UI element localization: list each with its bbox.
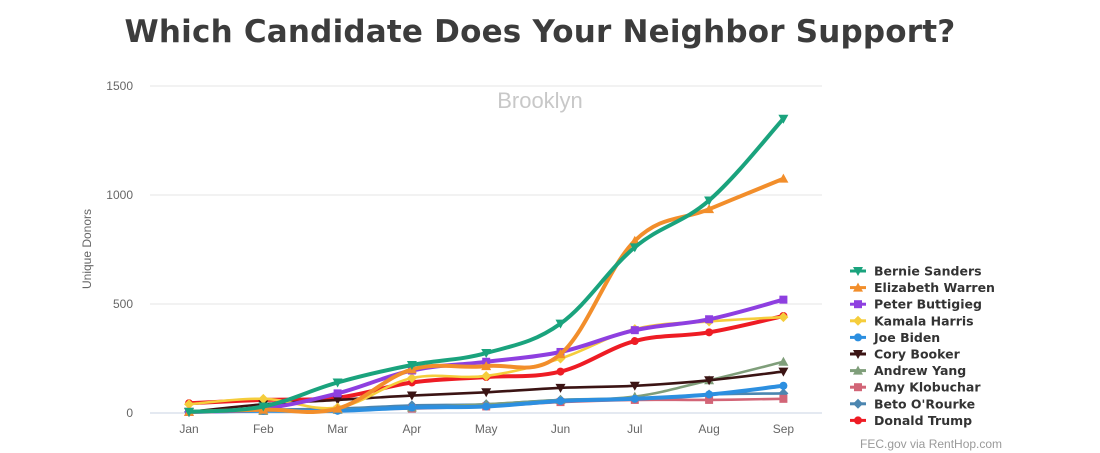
chart-title: Which Candidate Does Your Neighbor Suppo… <box>124 14 956 50</box>
legend-swatch-marker <box>853 267 863 276</box>
chart-subtitle: Brooklyn <box>497 88 583 113</box>
legend-label: Amy Klobuchar <box>874 380 981 395</box>
legend-label: Andrew Yang <box>874 363 966 378</box>
data-point <box>704 196 715 206</box>
series-bernie-sanders <box>184 114 789 417</box>
data-point <box>704 376 715 386</box>
data-point <box>705 390 714 399</box>
x-tick-label: Jan <box>179 422 198 436</box>
data-point <box>629 235 640 245</box>
legend-label: Kamala Harris <box>874 313 974 328</box>
x-tick-label: Apr <box>403 422 422 436</box>
data-point <box>481 388 492 398</box>
data-point <box>555 319 566 329</box>
data-point <box>705 315 714 324</box>
data-point <box>406 361 417 371</box>
data-point <box>779 295 788 304</box>
data-point <box>778 173 789 183</box>
legend-swatch-marker <box>854 333 862 342</box>
data-point <box>332 395 343 405</box>
data-point <box>630 337 639 346</box>
data-point <box>555 383 566 393</box>
legend-swatch-marker <box>853 315 863 326</box>
y-tick-label: 1500 <box>106 79 133 93</box>
y-tick-label: 0 <box>126 406 133 420</box>
data-point <box>258 402 269 412</box>
x-tick-label: Jun <box>551 422 570 436</box>
legend-swatch-marker <box>854 300 862 309</box>
y-tick-label: 1000 <box>106 188 133 202</box>
legend-swatch-marker <box>853 365 863 375</box>
data-point <box>556 367 565 376</box>
data-point <box>779 394 788 403</box>
data-point <box>778 114 789 124</box>
data-point <box>184 399 194 410</box>
data-point <box>629 381 640 391</box>
legend-item[interactable]: Kamala Harris <box>850 313 974 328</box>
legend-item[interactable]: Beto O'Rourke <box>850 396 975 411</box>
data-point <box>332 378 343 388</box>
source-note: FEC.gov via RentHop.com <box>860 437 1003 451</box>
legend-label: Bernie Sanders <box>874 264 982 279</box>
y-tick-label: 500 <box>113 297 133 311</box>
data-point <box>481 349 492 359</box>
data-point <box>184 407 194 417</box>
legend-label: Beto O'Rourke <box>874 396 975 411</box>
legend-label: Elizabeth Warren <box>874 280 995 295</box>
data-point <box>481 361 492 371</box>
legend-label: Cory Booker <box>874 347 961 362</box>
data-point <box>778 356 789 366</box>
x-tick-label: Feb <box>253 422 274 436</box>
legend-item[interactable]: Donald Trump <box>850 413 972 428</box>
legend-item[interactable]: Amy Klobuchar <box>850 380 981 395</box>
y-axis-ticks: 0 500 1000 1500 <box>106 79 133 420</box>
legend-item[interactable]: Andrew Yang <box>850 363 966 378</box>
legend-item[interactable]: Cory Booker <box>850 347 961 362</box>
x-tick-label: Aug <box>698 422 719 436</box>
data-point <box>406 391 417 401</box>
y-axis-label: Unique Donors <box>80 209 94 289</box>
legend-item[interactable]: Bernie Sanders <box>850 264 982 279</box>
data-point <box>779 381 788 390</box>
legend-label: Joe Biden <box>873 330 940 345</box>
x-axis-ticks: Jan Feb Mar Apr May Jun Jul Aug Sep <box>179 422 794 436</box>
data-point <box>629 243 640 253</box>
x-tick-label: Sep <box>773 422 795 436</box>
data-point <box>556 397 565 406</box>
data-point <box>482 402 491 411</box>
legend-swatch-marker <box>853 282 863 292</box>
data-point <box>630 326 639 335</box>
data-point <box>705 395 714 404</box>
x-tick-label: Jul <box>627 422 642 436</box>
data-point <box>258 393 269 404</box>
legend-swatch-marker <box>853 350 863 359</box>
data-point <box>406 373 417 384</box>
data-point <box>704 204 715 214</box>
data-point <box>778 312 789 323</box>
data-point <box>333 389 342 398</box>
data-point <box>407 403 416 412</box>
series-lines <box>184 114 789 417</box>
x-tick-label: May <box>475 422 498 436</box>
legend-swatch-marker <box>853 398 863 409</box>
data-point <box>705 328 714 337</box>
legend-swatch-marker <box>854 416 862 425</box>
legend-item[interactable]: Joe Biden <box>850 330 940 345</box>
x-tick-label: Mar <box>327 422 348 436</box>
data-point <box>332 403 343 413</box>
data-point <box>481 370 492 381</box>
data-point <box>555 349 566 359</box>
legend-item[interactable]: Elizabeth Warren <box>850 280 995 295</box>
legend-label: Peter Buttigieg <box>874 297 982 312</box>
data-point <box>630 394 639 403</box>
series-line <box>187 116 786 414</box>
legend-item[interactable]: Peter Buttigieg <box>850 297 982 312</box>
legend-label: Donald Trump <box>874 413 972 428</box>
data-point <box>778 367 789 377</box>
legend-swatch-marker <box>854 383 862 392</box>
